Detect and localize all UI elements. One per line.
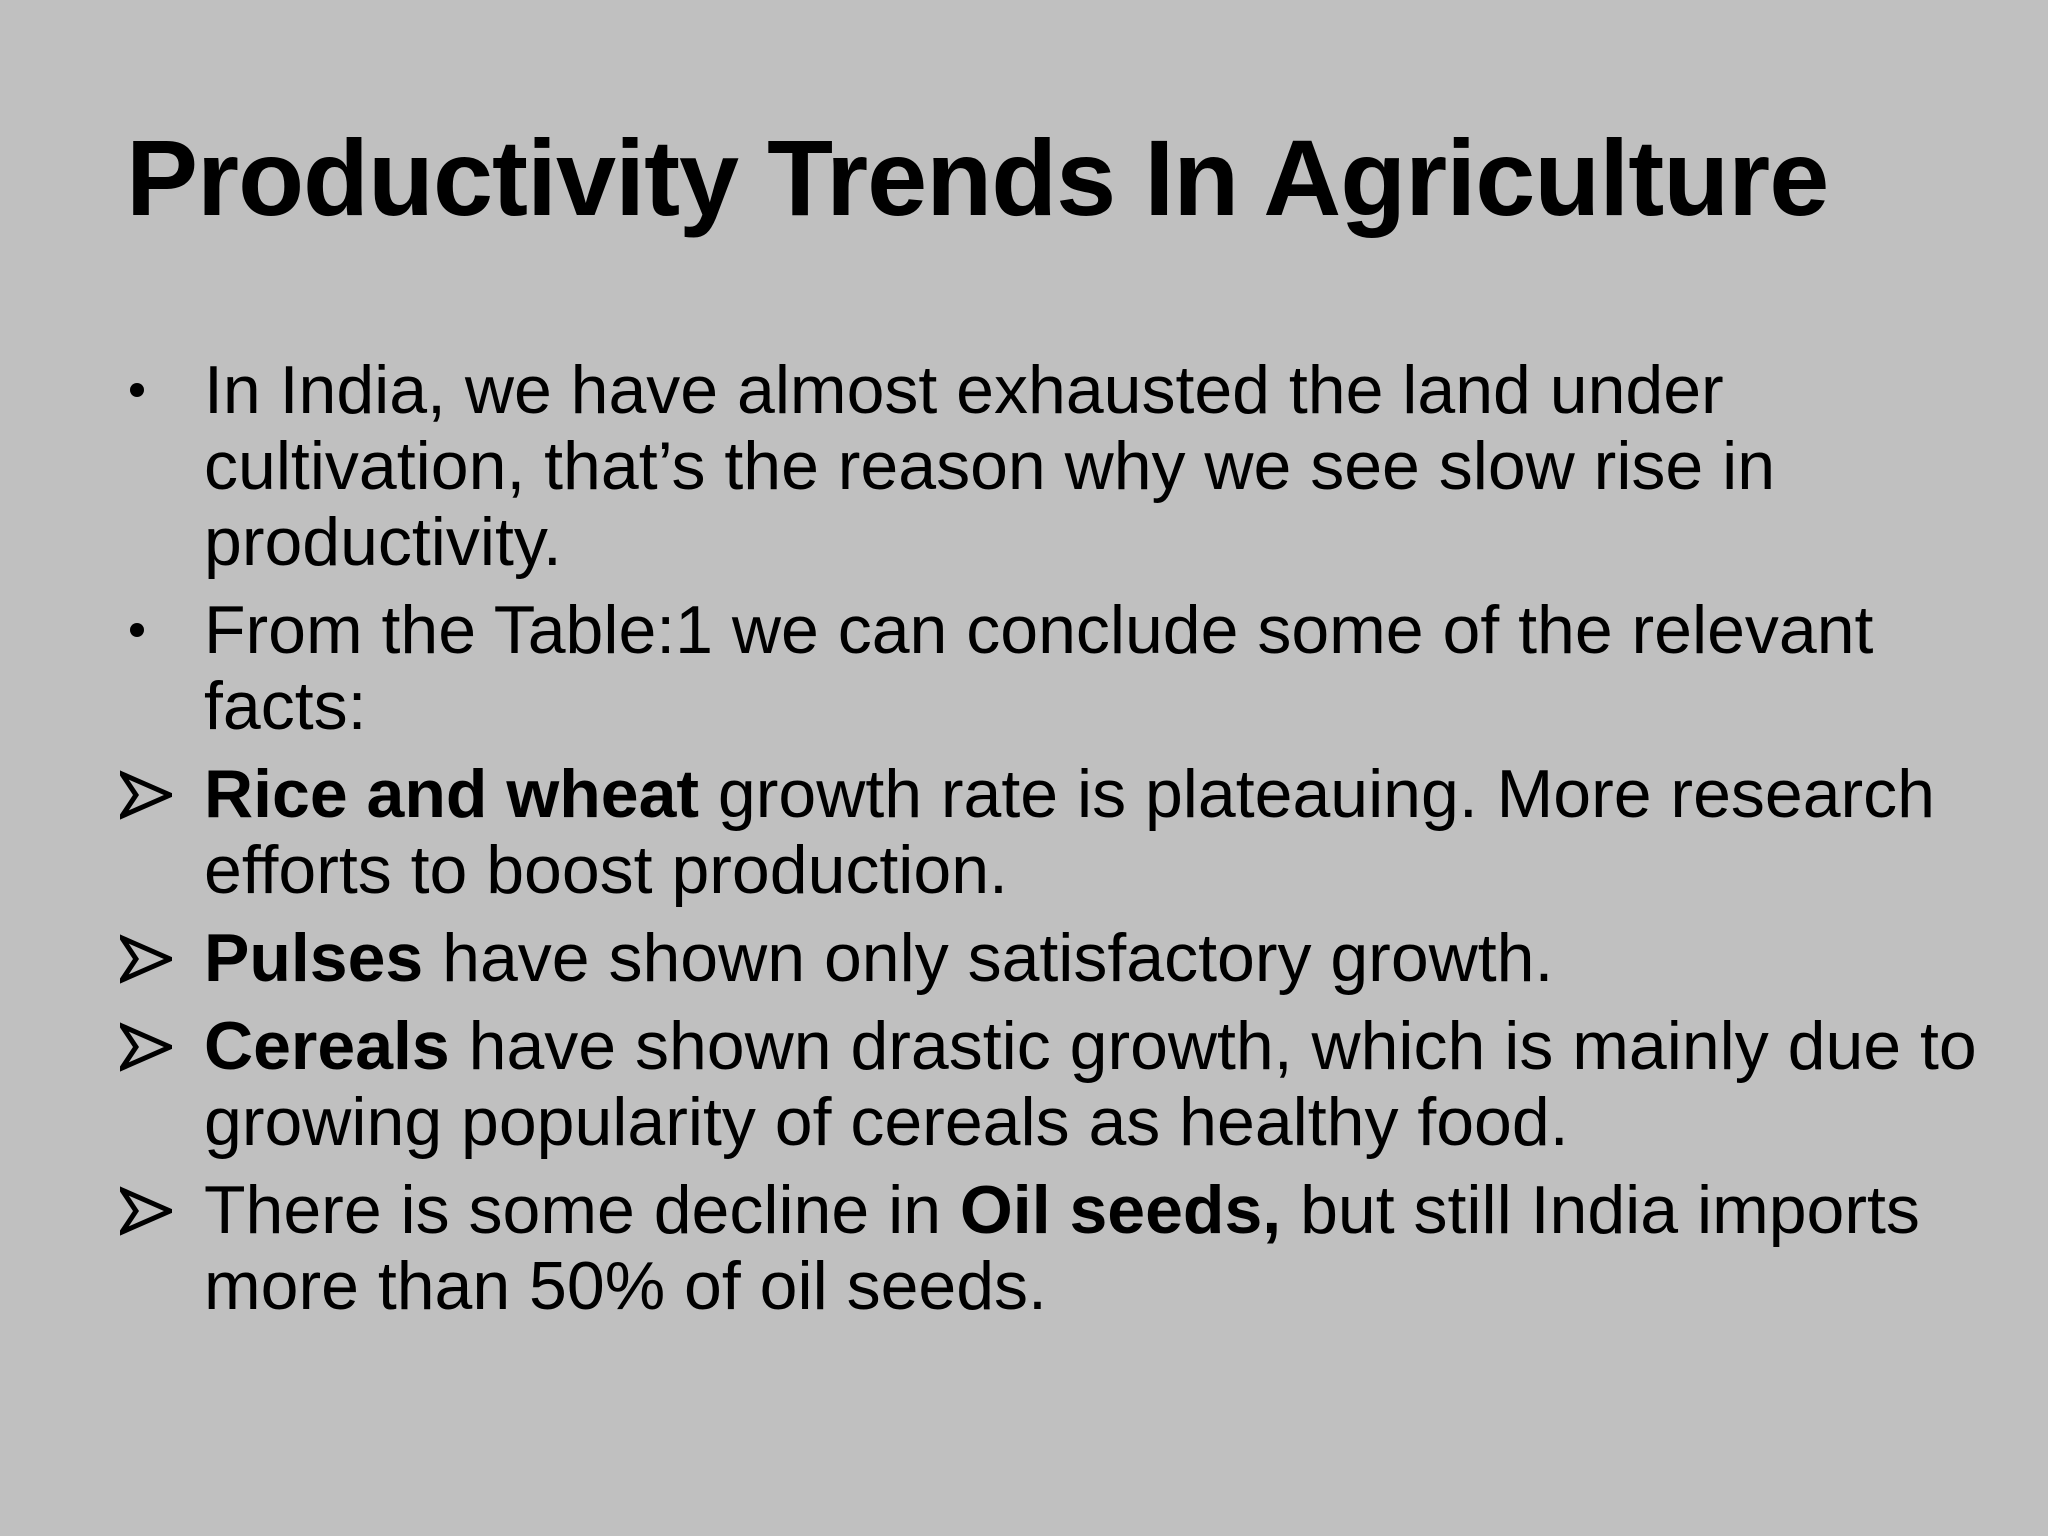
item-text: In India, we have almost exhausted the l… xyxy=(204,352,1776,580)
item-bold-text: Rice and wheat xyxy=(204,756,700,832)
arrow-bullet-icon xyxy=(120,756,180,820)
list-item: There is some decline in Oil seeds, but … xyxy=(120,1172,1986,1324)
bullet-icon xyxy=(126,592,186,637)
item-bold-text: Oil seeds, xyxy=(959,1172,1282,1248)
item-bold-text: Pulses xyxy=(204,920,424,996)
list-item: In India, we have almost exhausted the l… xyxy=(126,352,1986,580)
bullet-list: In India, we have almost exhausted the l… xyxy=(120,352,1986,1336)
item-text: There is some decline in xyxy=(204,1172,960,1248)
arrow-bullet-icon xyxy=(120,920,180,984)
arrow-bullet-icon xyxy=(120,1008,180,1072)
list-item: Pulses have shown only satisfactory grow… xyxy=(120,920,1986,996)
list-item: Cereals have shown drastic growth, which… xyxy=(120,1008,1986,1160)
item-text: but still India imports more than 50% of… xyxy=(204,1172,1920,1324)
item-bold-text: Cereals xyxy=(204,1008,450,1084)
item-text: growth rate is plateauing. More research… xyxy=(204,756,1935,908)
slide-title: Productivity Trends In Agriculture xyxy=(126,117,1829,238)
arrow-bullet-icon xyxy=(120,1172,180,1236)
list-item: Rice and wheat growth rate is plateauing… xyxy=(120,756,1986,908)
item-text: have shown drastic growth, which is main… xyxy=(204,1008,1977,1160)
item-text: From the Table:1 we can conclude some of… xyxy=(204,592,1874,744)
item-text: have shown only satisfactory growth. xyxy=(423,920,1554,996)
bullet-icon xyxy=(126,352,186,397)
list-item: From the Table:1 we can conclude some of… xyxy=(126,592,1986,744)
